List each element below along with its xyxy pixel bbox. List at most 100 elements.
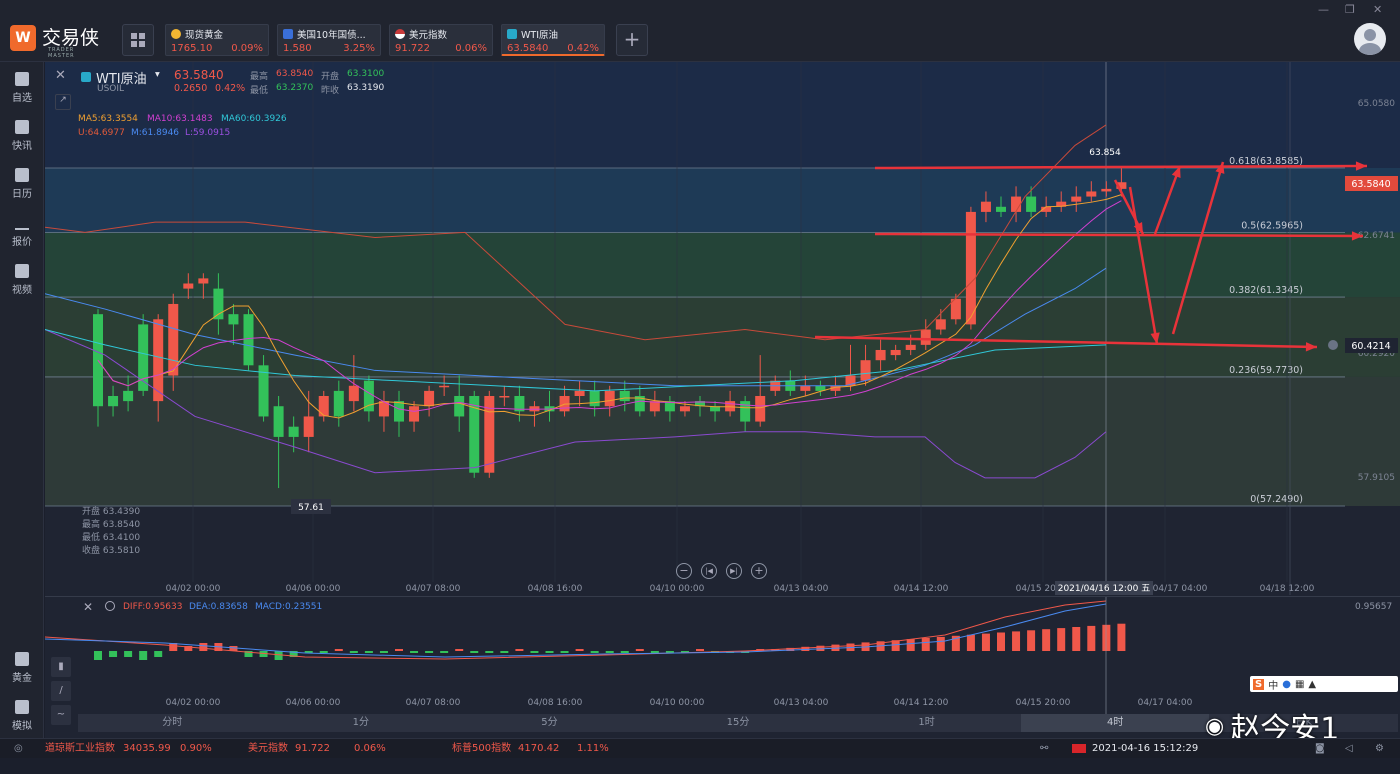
price-chart[interactable]: 0.618(63.8585) 0.5(62.5965) 0.382(61.3345)… bbox=[44, 62, 1400, 595]
tab-timeframe[interactable]: 1时 bbox=[918, 717, 935, 728]
sidebar-label: 视频 bbox=[12, 285, 32, 296]
tab-timeframe[interactable]: 日K bbox=[1295, 717, 1313, 728]
symbol-name[interactable]: WTI原油 bbox=[96, 72, 147, 87]
avatar[interactable] bbox=[1354, 23, 1386, 55]
macd-bar bbox=[94, 651, 102, 660]
sidebar-item-watchlist[interactable]: 自选 bbox=[0, 72, 44, 104]
arrow-head bbox=[1150, 332, 1160, 344]
ma10-label: MA10:63.1483 bbox=[147, 114, 213, 124]
keyboard-icon: ▦ bbox=[1294, 678, 1305, 690]
arrow-head bbox=[1351, 231, 1363, 241]
ticker-value: 91.722 bbox=[295, 743, 330, 754]
pen-icon[interactable]: / bbox=[51, 681, 71, 701]
quote-price: 1.580 bbox=[283, 43, 312, 54]
quote-tab-wti[interactable]: WTI原油 63.5840 0.42% bbox=[501, 24, 605, 56]
macd-bar bbox=[319, 651, 328, 653]
candle bbox=[228, 314, 239, 325]
macd-bar bbox=[545, 651, 554, 653]
sidebar-item-quotes[interactable]: 报价 bbox=[0, 216, 44, 248]
tab-timeframe[interactable]: 15分 bbox=[726, 717, 750, 728]
macd-axis-label: 0.95657 bbox=[1355, 602, 1393, 612]
symbol-price: 63.5840 bbox=[174, 68, 224, 82]
high-value: 63.8540 bbox=[276, 69, 314, 79]
indicator-icon[interactable]: ▮ bbox=[51, 657, 71, 677]
quote-tab-us10y[interactable]: 美国10年国债... 1.580 3.25% bbox=[277, 24, 381, 56]
tab-timeframe[interactable]: 分时 bbox=[162, 717, 183, 728]
ticker-name[interactable]: 标普500指数 bbox=[452, 743, 512, 754]
sidebar-label: 报价 bbox=[12, 237, 32, 248]
candle bbox=[649, 401, 660, 412]
zoom-in-icon[interactable]: + bbox=[751, 563, 767, 579]
candle bbox=[845, 375, 856, 386]
ime-toolbar[interactable]: S 中 ● ▦ ▲ bbox=[1250, 676, 1398, 692]
macd-dea: DEA:0.83658 bbox=[189, 602, 248, 612]
skip-forward-icon[interactable]: ▶| bbox=[726, 563, 742, 579]
x-axis-label: 04/10 00:00 bbox=[650, 584, 705, 594]
settings-icon[interactable] bbox=[105, 601, 115, 611]
symbol-code: USOIL bbox=[97, 84, 125, 94]
macd-x-label: 04/07 08:00 bbox=[406, 698, 461, 708]
candle bbox=[710, 406, 721, 412]
sidebar-item-news[interactable]: 快讯 bbox=[0, 120, 44, 152]
skip-back-icon[interactable]: |◀ bbox=[701, 563, 717, 579]
weibo-icon: ◉ bbox=[1205, 713, 1225, 739]
x-axis-label: 04/17 04:00 bbox=[1153, 584, 1208, 594]
candle bbox=[183, 283, 194, 289]
candlestick-chart[interactable]: 0.618(63.8585) 0.5(62.5965) 0.382(61.3345)… bbox=[44, 62, 1400, 595]
sidebar-item-calendar[interactable]: 日历 bbox=[0, 168, 44, 200]
minimize-icon[interactable]: — bbox=[1318, 3, 1329, 16]
macd-bar bbox=[575, 649, 584, 651]
chevron-down-icon[interactable]: ▾ bbox=[155, 69, 160, 80]
layout-grid-button[interactable] bbox=[122, 24, 154, 56]
quote-tab-gold[interactable]: 现货黄金 1765.10 0.09% bbox=[165, 24, 269, 56]
price-axis-label: 60.2920 bbox=[1358, 349, 1395, 359]
quote-tab-usd-index[interactable]: 美元指数 91.722 0.06% bbox=[389, 24, 493, 56]
line-chart-icon[interactable]: ~ bbox=[51, 705, 71, 725]
ma60-line bbox=[44, 329, 1107, 392]
ticker-name[interactable]: 美元指数 bbox=[248, 743, 288, 754]
add-tab-button[interactable]: + bbox=[616, 24, 648, 56]
bookmark-icon bbox=[15, 72, 29, 86]
sidebar-item-simulate[interactable]: 模拟 bbox=[0, 700, 44, 732]
camera-icon[interactable]: ◙ bbox=[1315, 743, 1325, 754]
macd-x-label: 04/15 20:00 bbox=[1016, 698, 1071, 708]
quote-change: 0.06% bbox=[455, 43, 487, 54]
grid-icon bbox=[131, 33, 145, 47]
close-icon[interactable]: ✕ bbox=[1373, 3, 1383, 16]
macd-bar bbox=[425, 651, 434, 653]
alert-price-tag bbox=[1345, 338, 1398, 353]
symbol-change: 0.2650 bbox=[174, 83, 208, 94]
macd-bar bbox=[169, 643, 178, 651]
settings-icon[interactable]: ⚙ bbox=[1375, 743, 1384, 754]
sidebar-item-video[interactable]: 视频 bbox=[0, 264, 44, 296]
boll-upper-line bbox=[44, 124, 1107, 341]
tab-timeframe[interactable]: 5分 bbox=[541, 717, 558, 728]
macd-chart[interactable]: 04/02 00:00 04/06 00:00 04/07 08:00 04/08 1… bbox=[45, 597, 1400, 715]
candle bbox=[1116, 182, 1127, 189]
macd-diff-line bbox=[45, 600, 1107, 660]
macd-bar bbox=[379, 651, 388, 653]
arrow-head bbox=[1355, 161, 1367, 171]
ticker-value: 34035.99 bbox=[123, 743, 171, 754]
quote-change: 0.42% bbox=[567, 43, 599, 54]
candle bbox=[920, 329, 931, 345]
zoom-out-icon[interactable]: − bbox=[676, 563, 692, 579]
tab-timeframe-active[interactable]: 4时 bbox=[1020, 714, 1210, 732]
ohlc-low: 最低 63.4100 bbox=[82, 533, 141, 543]
macd-panel[interactable]: 04/02 00:00 04/06 00:00 04/07 08:00 04/08 1… bbox=[45, 596, 1400, 774]
close-chart-icon[interactable]: ✕ bbox=[55, 68, 66, 83]
tab-timeframe[interactable]: 1分 bbox=[352, 717, 370, 728]
ticker-name[interactable]: 道琼斯工业指数 bbox=[45, 743, 115, 754]
headset-icon[interactable]: ◎ bbox=[14, 743, 23, 754]
close-macd-icon[interactable]: ✕ bbox=[83, 600, 94, 614]
annotation-arrow bbox=[1171, 161, 1225, 335]
candle bbox=[860, 360, 871, 381]
candle bbox=[1056, 201, 1067, 207]
restore-icon[interactable]: ❐ bbox=[1345, 3, 1355, 16]
candle bbox=[378, 401, 389, 417]
macd-bar bbox=[1012, 631, 1021, 651]
sidebar-item-gold[interactable]: 黄金 bbox=[0, 652, 44, 684]
draw-tool-icon[interactable]: ↗ bbox=[55, 94, 71, 110]
mute-icon[interactable]: ◁ bbox=[1345, 743, 1353, 754]
macd-bar bbox=[981, 633, 990, 651]
